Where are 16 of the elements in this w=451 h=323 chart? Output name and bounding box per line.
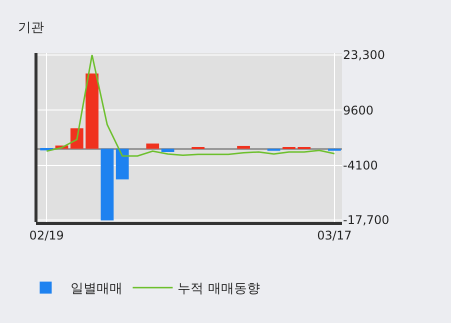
y-tick-label: -17,700: [343, 213, 390, 228]
y-tick-label: -4100: [343, 158, 378, 172]
x-tick-label: 02/19: [29, 228, 64, 242]
y-tick-label: 9600: [343, 103, 374, 118]
x-tick-label: 03/17: [317, 228, 352, 242]
legend-label: 일별매매: [70, 282, 123, 297]
bar: [116, 148, 129, 180]
bar: [86, 74, 98, 149]
bar: [100, 148, 114, 220]
chart-title: 기관: [18, 20, 44, 36]
bar: [146, 144, 160, 149]
bar: [161, 148, 174, 152]
y-tick-label: 23,300: [343, 48, 385, 62]
legend-label: 누적 매매동향: [178, 282, 260, 297]
bar: [237, 146, 250, 149]
line-series: [46, 54, 336, 157]
